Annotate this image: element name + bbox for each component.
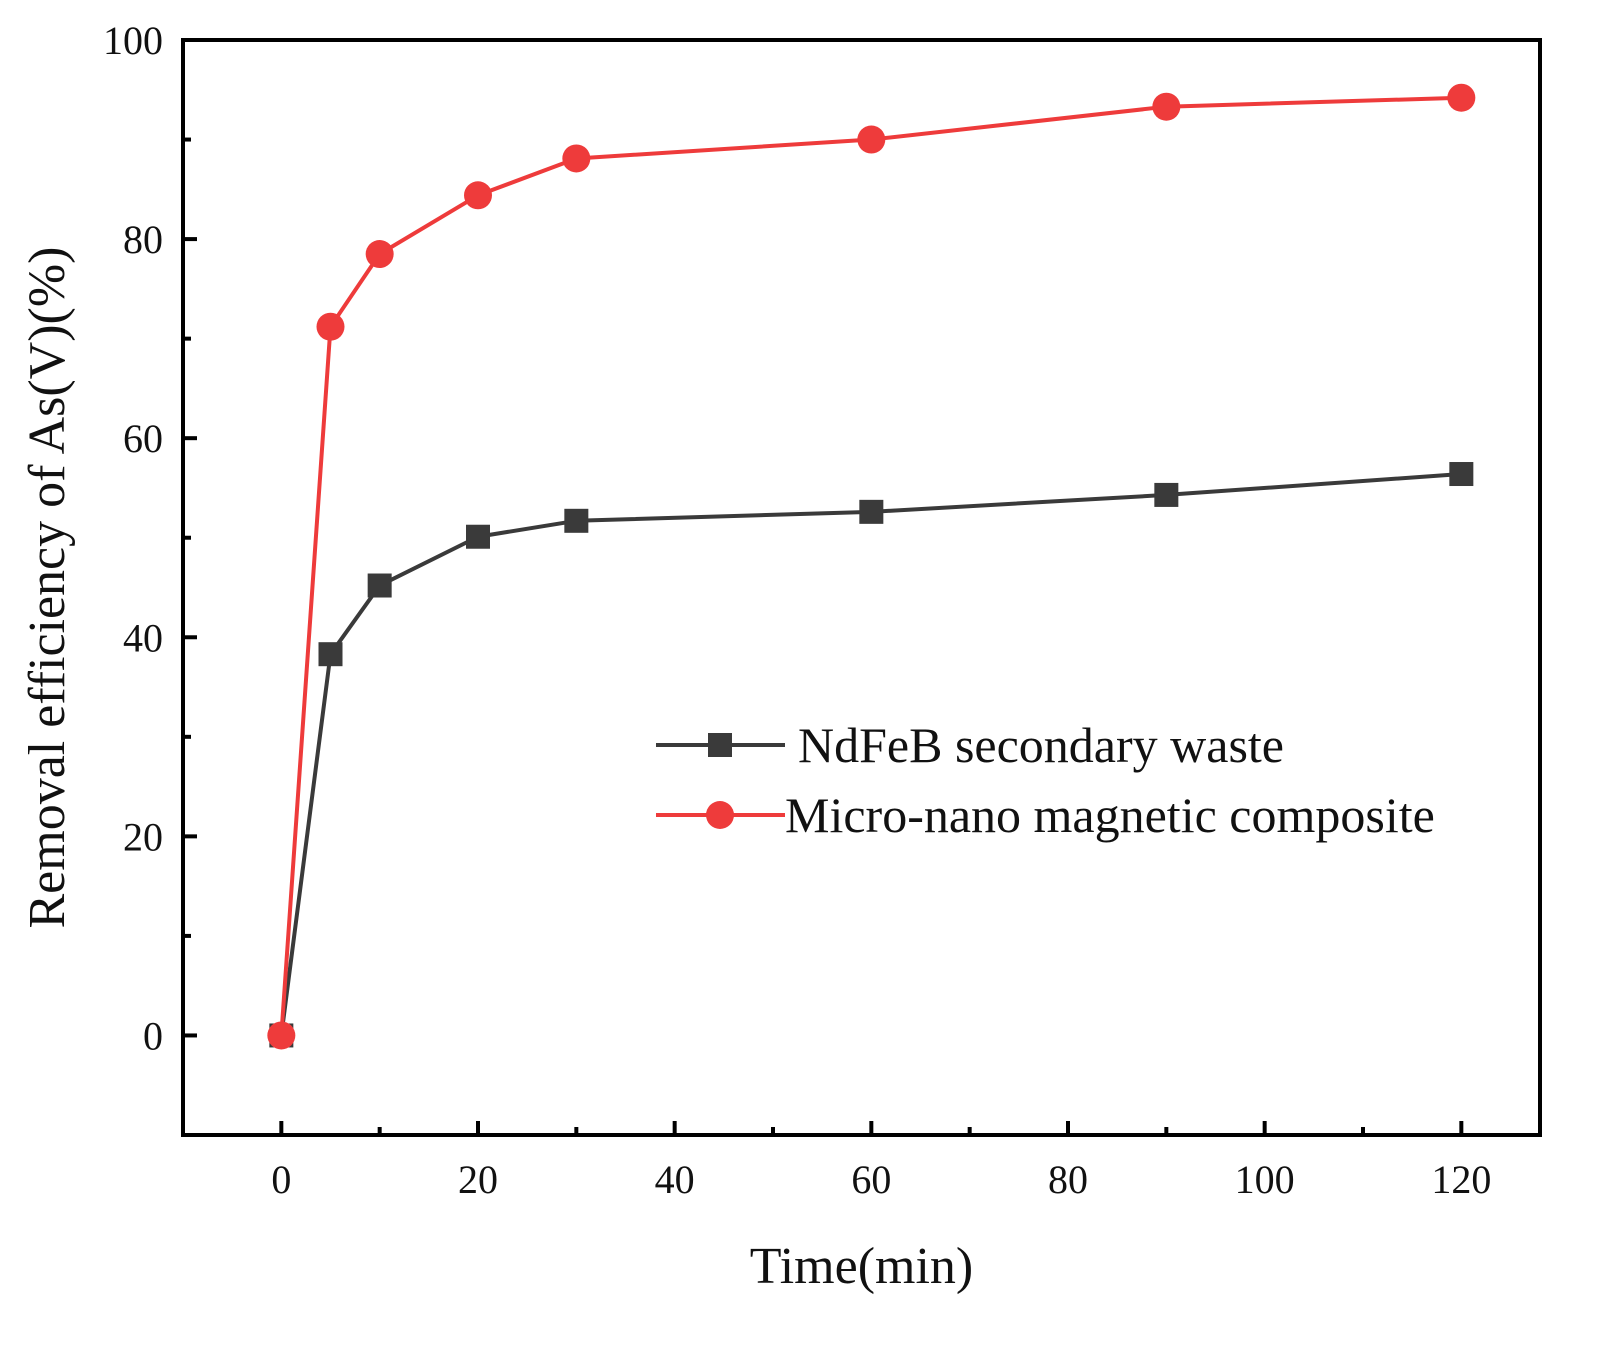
x-tick-label-60: 60 — [851, 1157, 891, 1202]
point-micro-nano-120 — [1447, 83, 1476, 112]
point-ndfeb-60 — [859, 499, 884, 524]
point-ndfeb-90 — [1154, 482, 1179, 507]
x-tick-label-0: 0 — [271, 1157, 291, 1202]
point-micro-nano-90 — [1152, 92, 1181, 121]
point-ndfeb-120 — [1449, 462, 1474, 487]
point-ndfeb-10 — [367, 573, 392, 598]
x-tick-label-40: 40 — [655, 1157, 695, 1202]
legend-marker-ndfeb — [708, 733, 732, 757]
y-axis-title: Removal efficiency of As(V)(%) — [19, 246, 76, 928]
x-tick-label-120: 120 — [1431, 1157, 1491, 1202]
y-tick-label-40: 40 — [123, 615, 163, 660]
y-tick-label-80: 80 — [123, 217, 163, 262]
point-micro-nano-60 — [857, 125, 886, 154]
y-tick-label-20: 20 — [123, 814, 163, 859]
point-micro-nano-5 — [316, 312, 345, 341]
legend: NdFeB secondary waste Micro-nano magneti… — [656, 717, 1435, 843]
y-tick-label-100: 100 — [103, 18, 163, 63]
x-tick-label-80: 80 — [1048, 1157, 1088, 1202]
point-ndfeb-30 — [564, 508, 589, 533]
point-ndfeb-5 — [318, 642, 343, 667]
x-axis-title: Time(min) — [750, 1238, 973, 1295]
tick-layer: 0 20 40 60 80 100 120 0 20 40 60 80 100 — [103, 18, 1491, 1202]
point-ndfeb-20 — [466, 524, 490, 549]
y-tick-label-60: 60 — [123, 416, 163, 461]
x-tick-label-100: 100 — [1235, 1157, 1295, 1202]
point-micro-nano-10 — [365, 240, 394, 269]
legend-marker-micro-nano — [706, 801, 734, 829]
series-layer — [267, 83, 1476, 1050]
x-tick-label-20: 20 — [458, 1157, 498, 1202]
plot-frame — [181, 38, 1542, 1137]
point-micro-nano-30 — [562, 144, 591, 173]
series-line-micro-nano — [279, 95, 1462, 1036]
point-micro-nano-20 — [464, 181, 492, 210]
legend-label-ndfeb: NdFeB secondary waste — [798, 717, 1284, 773]
y-tick-label-0: 0 — [143, 1013, 163, 1058]
legend-label-micro-nano: Micro-nano magnetic composite — [785, 787, 1435, 843]
point-micro-nano-0 — [267, 1021, 296, 1050]
